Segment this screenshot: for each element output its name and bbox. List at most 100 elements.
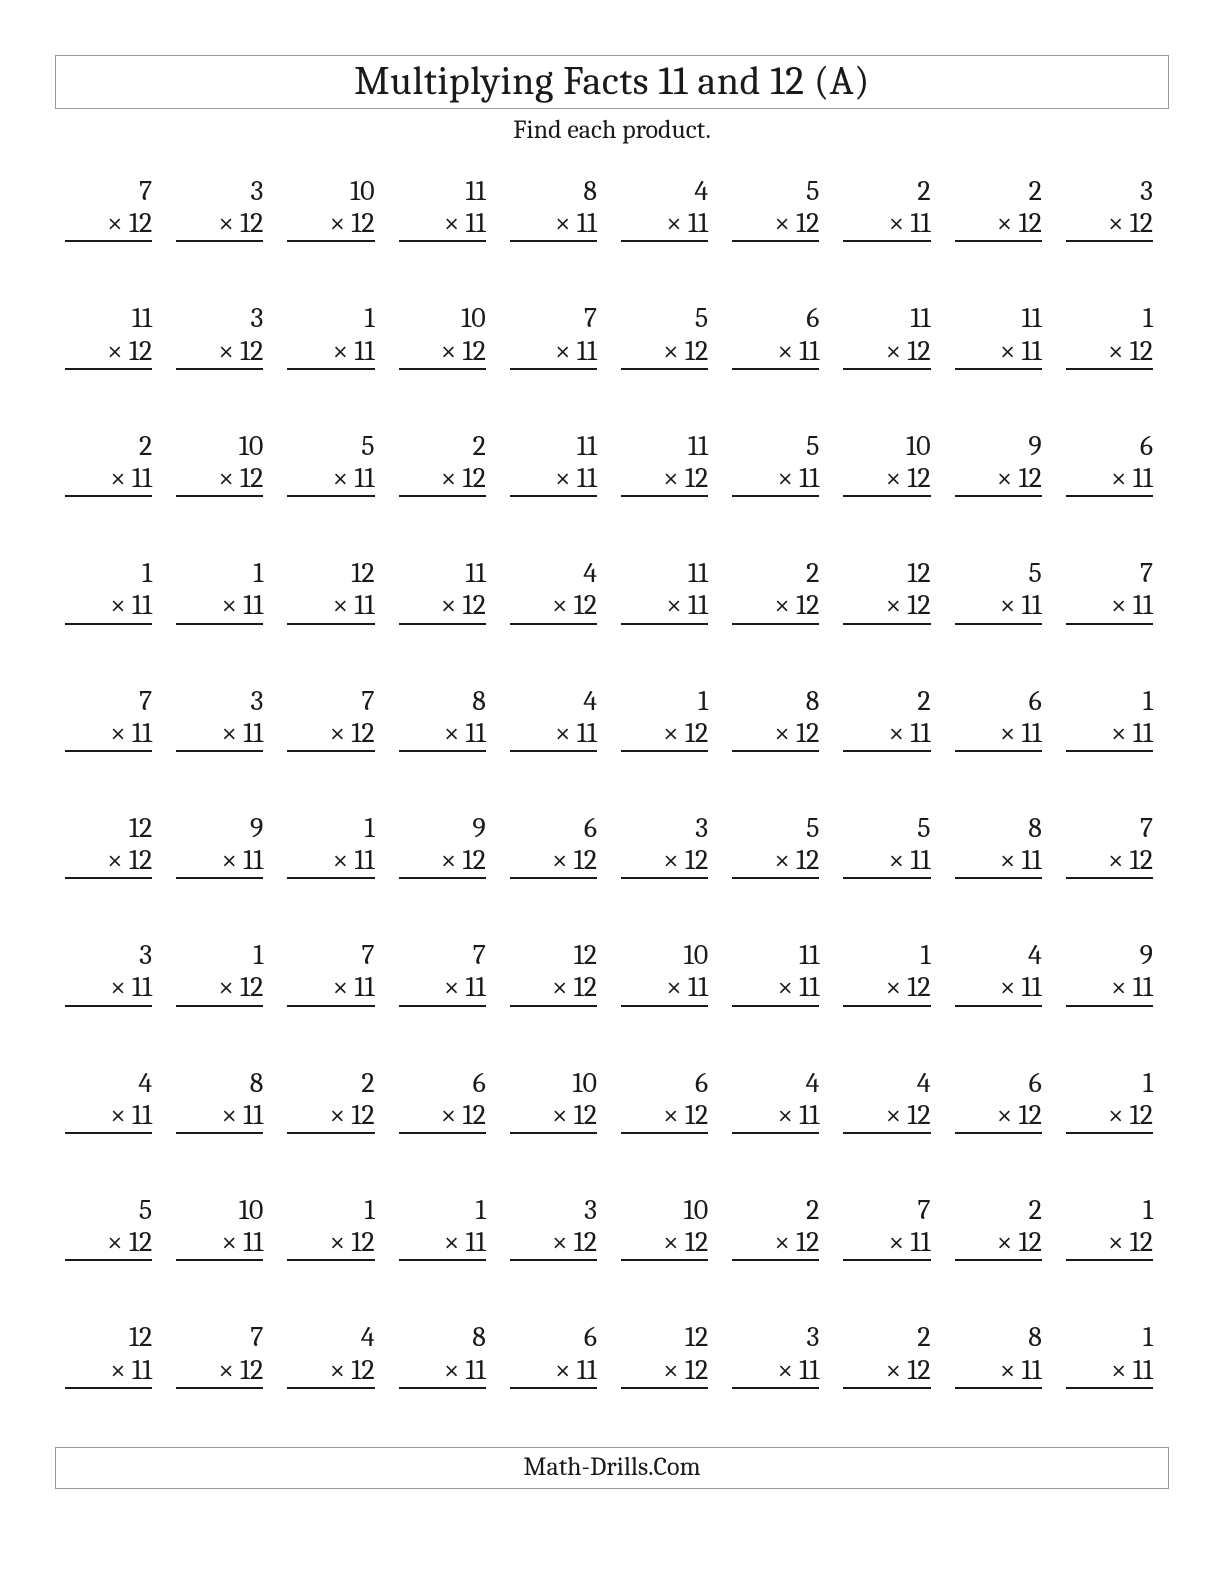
multiplicand: 10 <box>399 302 486 334</box>
multiplicand: 11 <box>955 302 1042 334</box>
multiplier: × 11 <box>287 462 374 497</box>
problem-cell: 1× 12 <box>1066 1194 1159 1261</box>
multiplicand: 3 <box>176 302 263 334</box>
multiplicand: 7 <box>65 685 152 717</box>
multiplier: × 12 <box>287 1226 374 1261</box>
problem-cell: 11× 11 <box>510 430 603 497</box>
multiplicand: 2 <box>843 685 930 717</box>
multiplier: × 12 <box>510 589 597 624</box>
multiplier: × 11 <box>176 844 263 879</box>
problem-cell: 4× 11 <box>732 1067 825 1134</box>
problem-cell: 2× 12 <box>732 557 825 624</box>
problem-cell: 5× 11 <box>955 557 1048 624</box>
multiplicand: 3 <box>732 1321 819 1353</box>
problem-cell: 9× 11 <box>176 812 269 879</box>
multiplier: × 12 <box>621 335 708 370</box>
multiplier: × 12 <box>176 335 263 370</box>
multiplier: × 11 <box>287 589 374 624</box>
multiplicand: 1 <box>1066 685 1153 717</box>
problem-cell: 5× 12 <box>621 302 714 369</box>
problem-cell: 11× 12 <box>399 557 492 624</box>
multiplicand: 5 <box>65 1194 152 1226</box>
problem-cell: 12× 11 <box>287 557 380 624</box>
problem-cell: 11× 11 <box>955 302 1048 369</box>
problem-cell: 1× 11 <box>176 557 269 624</box>
multiplicand: 6 <box>510 812 597 844</box>
multiplier: × 12 <box>65 335 152 370</box>
problem-cell: 1× 11 <box>287 302 380 369</box>
multiplier: × 12 <box>1066 207 1153 242</box>
multiplier: × 12 <box>399 1099 486 1134</box>
problem-cell: 7× 11 <box>287 939 380 1006</box>
multiplicand: 6 <box>955 685 1042 717</box>
multiplier: × 12 <box>399 589 486 624</box>
problem-cell: 10× 12 <box>287 175 380 242</box>
multiplicand: 12 <box>843 557 930 589</box>
multiplier: × 12 <box>955 1226 1042 1261</box>
multiplier: × 11 <box>732 335 819 370</box>
multiplier: × 11 <box>399 971 486 1006</box>
multiplicand: 3 <box>1066 175 1153 207</box>
page-subtitle: Find each product. <box>55 115 1169 145</box>
multiplicand: 12 <box>287 557 374 589</box>
multiplier: × 11 <box>732 462 819 497</box>
multiplier: × 12 <box>955 1099 1042 1134</box>
multiplicand: 2 <box>732 557 819 589</box>
multiplier: × 11 <box>510 717 597 752</box>
multiplier: × 11 <box>510 335 597 370</box>
multiplier: × 11 <box>955 1354 1042 1389</box>
multiplicand: 1 <box>176 939 263 971</box>
problem-grid: 7× 123× 1210× 1211× 118× 114× 115× 122× … <box>55 175 1169 1389</box>
multiplier: × 11 <box>1066 589 1153 624</box>
problem-cell: 6× 11 <box>1066 430 1159 497</box>
multiplier: × 12 <box>65 207 152 242</box>
multiplier: × 12 <box>287 207 374 242</box>
multiplier: × 12 <box>287 1354 374 1389</box>
multiplicand: 6 <box>399 1067 486 1099</box>
multiplicand: 2 <box>843 1321 930 1353</box>
multiplier: × 11 <box>843 717 930 752</box>
problem-cell: 4× 11 <box>65 1067 158 1134</box>
multiplicand: 1 <box>621 685 708 717</box>
multiplier: × 11 <box>955 717 1042 752</box>
multiplicand: 4 <box>510 557 597 589</box>
problem-cell: 11× 12 <box>65 302 158 369</box>
multiplier: × 12 <box>176 462 263 497</box>
multiplier: × 11 <box>843 1226 930 1261</box>
multiplier: × 11 <box>1066 717 1153 752</box>
multiplicand: 7 <box>176 1321 263 1353</box>
problem-cell: 7× 12 <box>176 1321 269 1388</box>
multiplicand: 7 <box>399 939 486 971</box>
multiplier: × 11 <box>176 1226 263 1261</box>
multiplier: × 12 <box>287 1099 374 1134</box>
multiplicand: 2 <box>955 1194 1042 1226</box>
problem-cell: 1× 12 <box>176 939 269 1006</box>
multiplier: × 11 <box>287 335 374 370</box>
page-title: Multiplying Facts 11 and 12 (A) <box>56 58 1168 104</box>
multiplier: × 12 <box>732 1226 819 1261</box>
problem-cell: 2× 12 <box>287 1067 380 1134</box>
problem-cell: 6× 11 <box>510 1321 603 1388</box>
multiplicand: 11 <box>843 302 930 334</box>
problem-cell: 4× 11 <box>955 939 1048 1006</box>
multiplier: × 12 <box>399 335 486 370</box>
problem-cell: 3× 12 <box>1066 175 1159 242</box>
problem-cell: 4× 11 <box>510 685 603 752</box>
multiplicand: 10 <box>287 175 374 207</box>
problem-cell: 1× 11 <box>1066 1321 1159 1388</box>
multiplicand: 2 <box>399 430 486 462</box>
multiplicand: 7 <box>843 1194 930 1226</box>
multiplicand: 8 <box>955 1321 1042 1353</box>
multiplier: × 12 <box>510 844 597 879</box>
problem-cell: 11× 12 <box>621 430 714 497</box>
multiplicand: 5 <box>732 812 819 844</box>
multiplier: × 12 <box>1066 1099 1153 1134</box>
multiplicand: 1 <box>1066 302 1153 334</box>
problem-cell: 7× 11 <box>399 939 492 1006</box>
multiplier: × 12 <box>955 462 1042 497</box>
multiplier: × 11 <box>732 1354 819 1389</box>
problem-cell: 1× 11 <box>65 557 158 624</box>
multiplier: × 12 <box>621 717 708 752</box>
multiplier: × 12 <box>176 1354 263 1389</box>
problem-cell: 8× 12 <box>732 685 825 752</box>
